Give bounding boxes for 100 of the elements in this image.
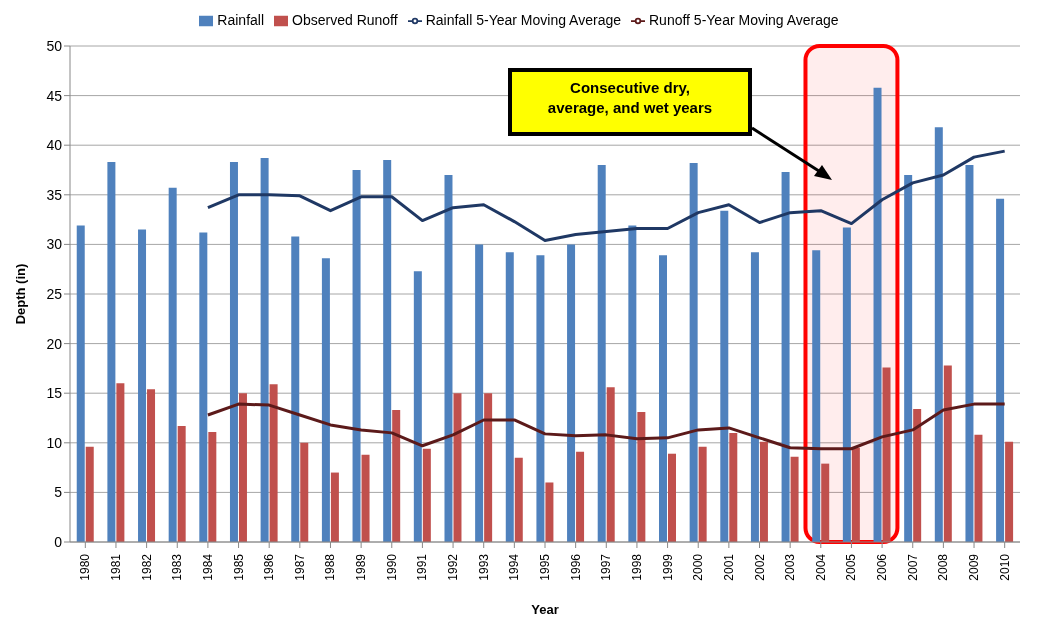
x-tick-label: 1980: [78, 553, 93, 581]
x-tick-label: 1997: [599, 553, 614, 581]
bar: [974, 434, 983, 542]
legend-label: Runoff 5-Year Moving Average: [648, 12, 839, 28]
bar: [934, 127, 943, 542]
x-tick-label: 2000: [691, 553, 706, 581]
bar: [1005, 441, 1014, 542]
bar: [352, 170, 361, 542]
bar: [330, 472, 339, 542]
bar: [729, 432, 738, 542]
y-tick-label: 0: [54, 533, 63, 550]
x-tick-label: 1994: [507, 553, 522, 581]
bar: [882, 367, 891, 542]
x-tick-label: 1982: [139, 553, 154, 581]
legend-label: Rainfall: [217, 12, 265, 28]
line-series: [206, 402, 1007, 451]
bar: [444, 174, 453, 542]
x-tick-label: 1998: [629, 553, 644, 581]
y-tick-label: 45: [46, 87, 63, 104]
x-tick-label: 2003: [783, 553, 798, 581]
bar: [76, 225, 85, 542]
y-tick-label: 20: [46, 335, 63, 352]
y-tick-label: 30: [46, 236, 63, 253]
x-tick-label: 2004: [813, 553, 828, 581]
x-tick-label: 2007: [905, 553, 920, 581]
y-tick-label: 25: [46, 285, 63, 302]
bar: [965, 165, 974, 542]
x-tick-label: 2001: [721, 553, 736, 581]
x-tick-label: 1987: [292, 553, 307, 581]
bar: [759, 441, 768, 542]
bar: [812, 250, 821, 542]
bar: [628, 225, 637, 542]
bar: [576, 451, 585, 542]
bar: [321, 258, 330, 542]
annotation: Consecutive dry, average, and wet years: [546, 78, 714, 118]
bar: [698, 446, 707, 542]
bar: [851, 447, 860, 542]
bar: [659, 255, 667, 542]
bar: [116, 383, 125, 542]
y-tick-label: 15: [46, 385, 63, 402]
x-tick-label: 1992: [446, 553, 461, 581]
x-tick-label: 2009: [967, 553, 982, 581]
x-tick-label: 1999: [660, 553, 675, 581]
x-tick-label: 1993: [476, 553, 491, 581]
callout-box: Consecutive dry, average, and wet years: [508, 68, 752, 136]
bar: [720, 210, 729, 542]
bar: [229, 162, 238, 542]
bar: [514, 457, 523, 542]
x-tick-label: 1990: [384, 553, 399, 581]
bar: [545, 482, 554, 542]
bar: [567, 244, 576, 542]
bar: [943, 365, 952, 542]
x-tick-label: 1985: [231, 553, 246, 581]
bar: [484, 393, 493, 542]
bar: [107, 162, 116, 542]
bar: [750, 252, 759, 542]
x-tick-label: 1996: [568, 553, 583, 581]
x-tick-label: 2005: [844, 553, 859, 581]
bar: [168, 187, 177, 542]
bar: [361, 454, 370, 542]
bar: [300, 442, 309, 542]
x-tick-label: 1988: [323, 553, 338, 581]
bar: [505, 252, 514, 542]
x-tick-label: 1984: [200, 553, 215, 581]
x-tick-label: 1991: [415, 553, 430, 581]
bar: [238, 393, 247, 542]
bar: [269, 384, 278, 542]
x-tick-label: 2010: [997, 553, 1012, 581]
y-tick-label: 10: [46, 434, 63, 451]
bar: [781, 171, 790, 542]
bar: [790, 456, 799, 542]
bar: [475, 244, 484, 542]
bar: [453, 393, 462, 542]
x-tick-label: 2008: [936, 553, 951, 581]
bar: [904, 174, 913, 542]
bar: [536, 255, 545, 542]
x-tick-label: 1983: [170, 553, 185, 581]
bar: [996, 198, 1005, 542]
y-axis-title: Depth (in): [12, 263, 28, 325]
x-tick-label: 1989: [354, 553, 369, 581]
bar: [177, 425, 186, 542]
bar: [85, 446, 94, 542]
bar: [413, 271, 422, 542]
y-tick-label: 35: [46, 186, 63, 203]
y-tick-label: 5: [54, 484, 63, 501]
bar: [689, 163, 698, 542]
bar: [422, 448, 431, 542]
line-series: [206, 149, 1007, 242]
x-tick-label: 1995: [538, 553, 552, 581]
bar: [913, 409, 922, 542]
bar: [842, 227, 851, 542]
bar: [138, 229, 147, 542]
legend-label: Observed Runoff: [292, 12, 398, 28]
x-axis-title: Year: [531, 602, 559, 617]
bar: [637, 412, 646, 542]
y-tick-label: 40: [46, 137, 63, 154]
x-tick-label: 2006: [875, 553, 890, 581]
bar: [383, 160, 392, 542]
bar: [606, 387, 615, 542]
bar: [668, 453, 676, 542]
